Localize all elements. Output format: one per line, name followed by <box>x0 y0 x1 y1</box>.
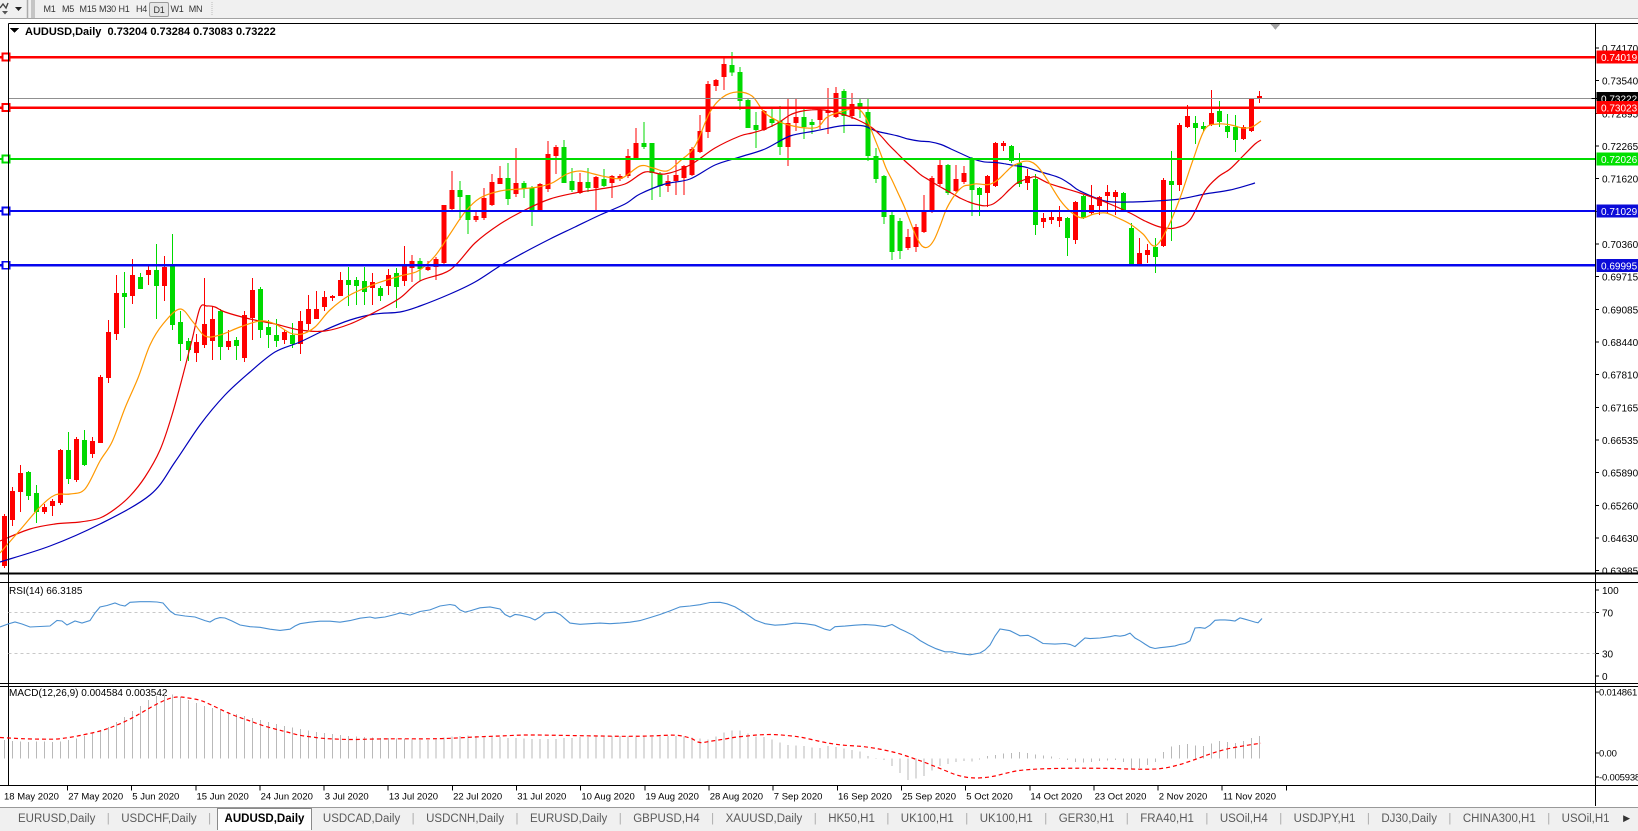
svg-text:0.64630: 0.64630 <box>1602 534 1638 545</box>
svg-text:25 Sep 2020: 25 Sep 2020 <box>902 792 956 803</box>
svg-text:27 May 2020: 27 May 2020 <box>68 792 123 803</box>
svg-text:18 May 2020: 18 May 2020 <box>4 792 59 803</box>
svg-text:0.69995: 0.69995 <box>1601 261 1638 272</box>
svg-text:5 Oct 2020: 5 Oct 2020 <box>966 792 1012 803</box>
svg-text:0.73540: 0.73540 <box>1602 77 1638 88</box>
svg-text:0.00: 0.00 <box>1599 749 1617 760</box>
svg-text:30: 30 <box>1602 650 1614 661</box>
svg-text:0.67165: 0.67165 <box>1602 403 1638 414</box>
svg-text:0.72895: 0.72895 <box>1602 109 1638 120</box>
svg-text:0.74170: 0.74170 <box>1602 44 1638 55</box>
svg-text:0.73222: 0.73222 <box>1601 95 1638 106</box>
svg-text:100: 100 <box>1602 586 1619 597</box>
svg-text:AUDUSD,Daily 0.73204 0.73284: AUDUSD,Daily 0.73204 0.73284 0.73083 0.7… <box>25 26 276 38</box>
svg-text:22 Jul 2020: 22 Jul 2020 <box>453 792 502 803</box>
svg-text:0.70360: 0.70360 <box>1602 240 1638 251</box>
svg-text:0.67810: 0.67810 <box>1602 371 1638 382</box>
svg-text:0.73023: 0.73023 <box>1601 104 1638 115</box>
svg-text:0: 0 <box>1602 672 1608 683</box>
svg-text:MACD(12,26,9) 0.004584 0.00354: MACD(12,26,9) 0.004584 0.003542 <box>9 688 168 699</box>
svg-text:0.71029: 0.71029 <box>1601 207 1638 218</box>
svg-text:3 Jul 2020: 3 Jul 2020 <box>325 792 369 803</box>
svg-text:0.72026: 0.72026 <box>1601 155 1638 166</box>
svg-text:10 Aug 2020: 10 Aug 2020 <box>581 792 634 803</box>
svg-text:15 Jun 2020: 15 Jun 2020 <box>197 792 249 803</box>
svg-text:13 Jul 2020: 13 Jul 2020 <box>389 792 438 803</box>
svg-text:2 Nov 2020: 2 Nov 2020 <box>1159 792 1208 803</box>
svg-text:16 Sep 2020: 16 Sep 2020 <box>838 792 892 803</box>
svg-text:0.65260: 0.65260 <box>1602 501 1638 512</box>
svg-text:0.69715: 0.69715 <box>1602 273 1638 284</box>
svg-text:14 Oct 2020: 14 Oct 2020 <box>1030 792 1082 803</box>
svg-text:0.63985: 0.63985 <box>1602 567 1638 578</box>
svg-text:70: 70 <box>1602 609 1614 620</box>
svg-text:0.014861: 0.014861 <box>1599 688 1637 699</box>
svg-text:5 Jun 2020: 5 Jun 2020 <box>132 792 179 803</box>
svg-text:0.74019: 0.74019 <box>1601 53 1638 64</box>
svg-text:31 Jul 2020: 31 Jul 2020 <box>517 792 566 803</box>
svg-text:19 Aug 2020: 19 Aug 2020 <box>646 792 699 803</box>
svg-text:0.65890: 0.65890 <box>1602 469 1638 480</box>
svg-text:24 Jun 2020: 24 Jun 2020 <box>261 792 313 803</box>
svg-text:0.72265: 0.72265 <box>1602 142 1638 153</box>
svg-text:0.69085: 0.69085 <box>1602 305 1638 316</box>
svg-text:RSI(14) 66.3185: RSI(14) 66.3185 <box>9 586 83 597</box>
svg-text:7 Sep 2020: 7 Sep 2020 <box>774 792 823 803</box>
svg-text:0.66535: 0.66535 <box>1602 436 1638 447</box>
svg-text:23 Oct 2020: 23 Oct 2020 <box>1095 792 1147 803</box>
svg-text:28 Aug 2020: 28 Aug 2020 <box>710 792 763 803</box>
svg-text:-0.005938: -0.005938 <box>1599 773 1638 784</box>
svg-text:0.71620: 0.71620 <box>1602 175 1638 186</box>
svg-text:11 Nov 2020: 11 Nov 2020 <box>1223 792 1276 803</box>
svg-text:0.68440: 0.68440 <box>1602 338 1638 349</box>
